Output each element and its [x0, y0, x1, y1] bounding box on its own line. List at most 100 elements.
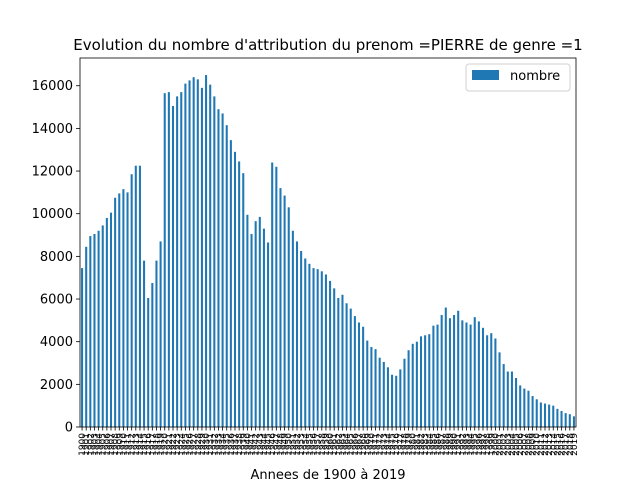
x-tick-label-2005: 2005: [512, 433, 522, 456]
bar-2012: [543, 403, 547, 427]
x-tick-label-1950: 1950: [285, 433, 295, 456]
bar-1987: [440, 315, 443, 427]
bar-2013: [548, 404, 551, 427]
y-tick-label: 12000: [32, 165, 73, 180]
x-tick-label-1955: 1955: [305, 433, 315, 456]
bars-group: [81, 75, 575, 428]
bar-1946: [271, 162, 274, 427]
x-tick-label-1973: 1973: [380, 433, 390, 456]
bar-1920: [163, 93, 166, 428]
bar-1999: [490, 333, 493, 427]
x-axis-label: Annees de 1900 à 2019: [250, 468, 405, 480]
bar-1925: [184, 83, 187, 428]
x-tick-label-1970: 1970: [367, 433, 377, 456]
x-tick-label-1962: 1962: [334, 433, 344, 456]
y-tick-label: 4000: [40, 335, 73, 350]
bar-1927: [192, 77, 195, 427]
x-tick-label-1909: 1909: [115, 433, 125, 456]
x-tick-label-2013: 2013: [545, 433, 555, 456]
bar-2004: [510, 371, 513, 427]
y-tick-label: 0: [65, 421, 73, 436]
bar-2002: [502, 364, 505, 427]
bar-1998: [486, 335, 489, 427]
x-tick-label-1907: 1907: [107, 433, 117, 456]
bar-2005: [515, 377, 518, 427]
bar-1948: [279, 188, 282, 427]
x-tick-label-2002: 2002: [500, 433, 510, 456]
bar-1994: [469, 324, 472, 427]
x-tick-label-1959: 1959: [322, 433, 332, 456]
bar-1931: [209, 84, 212, 427]
y-tick-label: 16000: [32, 79, 73, 94]
bar-1979: [407, 350, 410, 427]
x-tick-label-2019: 2019: [570, 433, 580, 456]
bar-1933: [217, 109, 220, 428]
x-tick-label-1979: 1979: [405, 433, 415, 456]
bar-1905: [101, 225, 104, 427]
plot-frame: [79, 57, 577, 428]
x-tick-label-1990: 1990: [450, 433, 460, 456]
bar-1996: [477, 321, 480, 427]
x-tick-label-1975: 1975: [388, 433, 398, 456]
x-tick-label-1995: 1995: [471, 433, 481, 456]
bar-1977: [399, 369, 402, 427]
x-tick-label-2011: 2011: [537, 433, 547, 456]
chart-title: Evolution du nombre d'attribution du pre…: [73, 36, 582, 54]
x-tick-label-1938: 1938: [235, 433, 245, 456]
bar-1912: [130, 174, 133, 427]
x-tick-label-2009: 2009: [529, 433, 539, 456]
bar-2008: [527, 390, 530, 427]
bar-2007: [523, 388, 526, 427]
bar-1964: [345, 303, 348, 427]
bar-1949: [283, 195, 286, 427]
x-tick-label-2017: 2017: [562, 433, 572, 456]
x-tick-label-1966: 1966: [351, 433, 361, 456]
x-tick-label-1986: 1986: [434, 433, 444, 456]
bar-1997: [481, 327, 485, 427]
x-tick-label-1984: 1984: [425, 433, 435, 456]
bar-1957: [316, 269, 319, 427]
x-tick-label-1985: 1985: [429, 433, 439, 456]
bar-1914: [138, 165, 141, 427]
legend-swatch: [472, 70, 499, 80]
bar-1953: [300, 251, 303, 427]
bar-1932: [213, 96, 216, 427]
bar-1978: [403, 358, 406, 427]
x-tick-label-1965: 1965: [347, 433, 357, 456]
x-tick-label-2000: 2000: [491, 433, 501, 456]
x-tick-label-1943: 1943: [256, 433, 266, 456]
bar-1954: [304, 258, 307, 427]
bar-1951: [291, 230, 294, 427]
bar-1967: [357, 322, 361, 427]
x-tick-label-1918: 1918: [152, 433, 162, 456]
bar-1907: [109, 212, 113, 427]
x-tick-label-1945: 1945: [264, 433, 274, 456]
bar-1991: [457, 310, 460, 427]
x-tick-label-1906: 1906: [103, 433, 113, 456]
bar-1950: [287, 207, 290, 427]
x-tick-label-1940: 1940: [243, 433, 253, 456]
x-tick-label-1923: 1923: [173, 433, 183, 456]
x-tick-label-1942: 1942: [252, 433, 262, 456]
bar-1960: [329, 280, 332, 427]
x-tick-label-1908: 1908: [111, 433, 121, 456]
x-tick-label-1948: 1948: [276, 433, 286, 456]
bar-1937: [233, 151, 237, 427]
bar-1971: [374, 349, 377, 427]
bar-1995: [473, 317, 476, 427]
bar-1945: [267, 242, 270, 427]
y-tick-label: 2000: [40, 378, 73, 393]
x-tick-label-1996: 1996: [475, 433, 485, 456]
x-tick-label-1935: 1935: [223, 433, 233, 456]
x-tick-label-1915: 1915: [140, 433, 150, 456]
bar-1900: [81, 268, 84, 427]
x-tick-label-1980: 1980: [409, 433, 419, 456]
x-tick-label-1978: 1978: [400, 433, 410, 456]
bar-2019: [572, 416, 575, 427]
bar-2010: [535, 399, 538, 427]
bar-1959: [324, 274, 327, 427]
bar-2016: [560, 411, 563, 427]
x-tick-label-1924: 1924: [177, 433, 187, 456]
bar-1940: [246, 214, 249, 427]
bar-1929: [200, 87, 203, 428]
